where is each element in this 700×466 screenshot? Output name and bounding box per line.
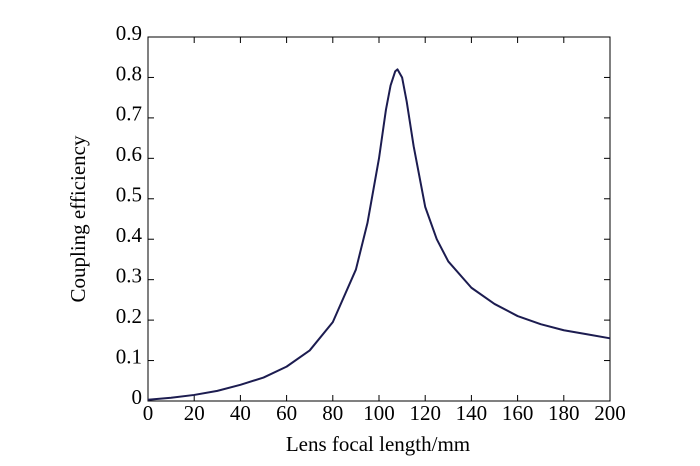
x-tick-label: 180	[548, 401, 580, 425]
y-tick-label: 0.9	[116, 21, 142, 45]
x-tick-label: 140	[456, 401, 488, 425]
y-tick-label: 0.2	[116, 304, 142, 328]
x-tick-label: 40	[230, 401, 251, 425]
x-tick-label: 100	[363, 401, 395, 425]
x-tick-label: 160	[502, 401, 534, 425]
x-tick-label: 200	[594, 401, 626, 425]
y-tick-label: 0.8	[116, 61, 142, 85]
x-tick-label: 0	[143, 401, 154, 425]
y-tick-label: 0.4	[116, 223, 143, 247]
line-series	[147, 68, 611, 401]
y-tick-label: 0.5	[116, 183, 142, 207]
y-tick-label: 0.6	[116, 142, 142, 166]
y-tick-label: 0.7	[116, 102, 142, 126]
x-axis-label: Lens focal length/mm	[286, 432, 470, 456]
y-axis-label: Coupling efficiency	[66, 135, 90, 302]
y-tick-label: 0.3	[116, 263, 142, 287]
x-tick-label: 80	[322, 401, 343, 425]
y-tick-label: 0.1	[116, 344, 142, 368]
y-tick-label: 0	[132, 385, 143, 409]
plot-frame	[147, 36, 611, 402]
x-tick-label: 60	[276, 401, 297, 425]
x-tick-label: 120	[409, 401, 441, 425]
x-tick-label: 20	[184, 401, 205, 425]
